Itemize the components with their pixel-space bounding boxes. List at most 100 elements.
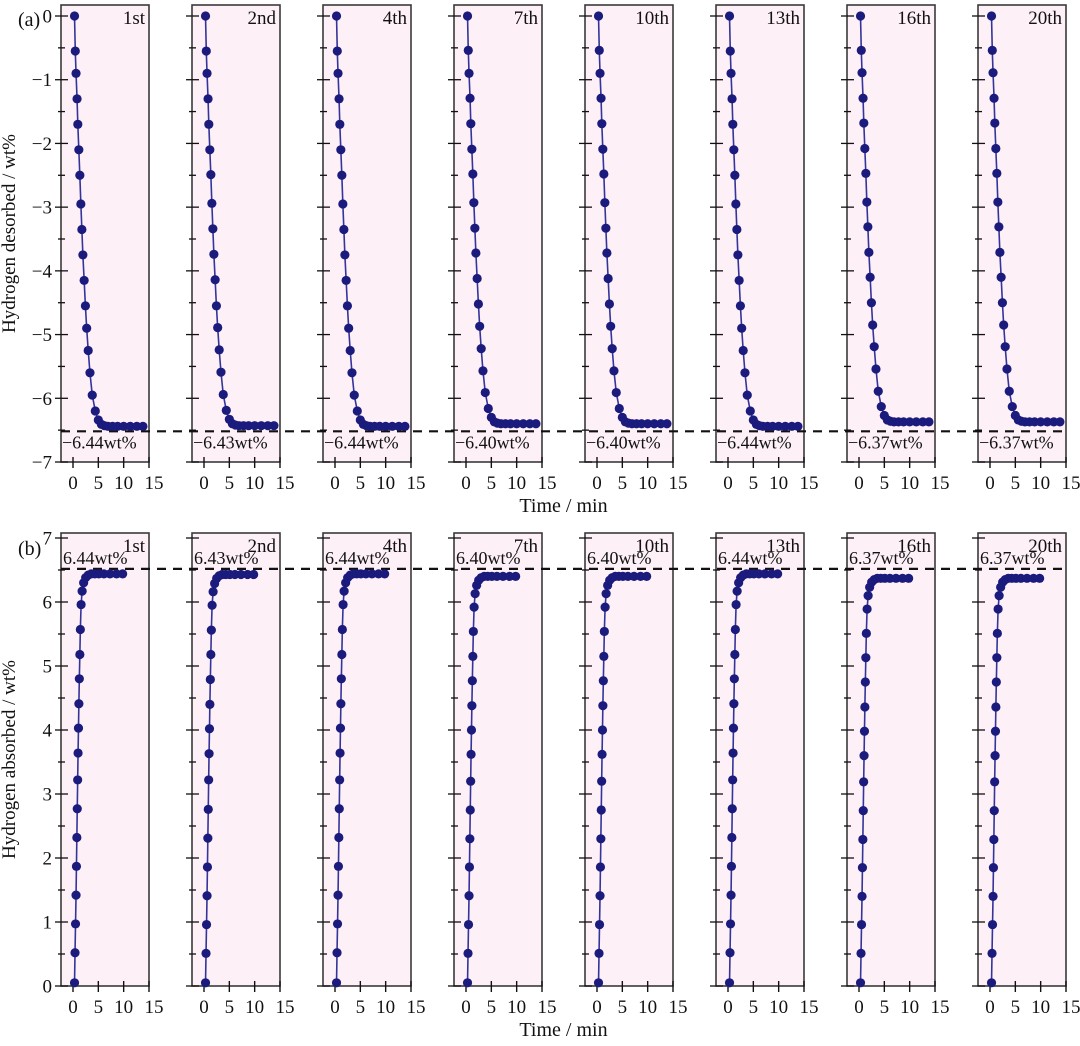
data-point <box>471 248 481 258</box>
data-point <box>464 68 474 78</box>
data-point <box>1002 364 1012 374</box>
data-point <box>70 948 80 958</box>
x-tick-label: 10 <box>900 473 919 494</box>
data-point <box>858 93 868 103</box>
data-point <box>250 421 260 431</box>
data-point <box>1000 342 1010 352</box>
x-tick-label: 0 <box>723 473 733 494</box>
data-point <box>599 651 609 661</box>
y-tick-label: 7 <box>43 529 53 550</box>
data-point <box>607 343 617 354</box>
data-point <box>999 320 1009 330</box>
x-tick-label: 5 <box>618 473 628 494</box>
capacity-annotation: 6.44wt% <box>718 548 783 568</box>
data-point <box>740 368 750 378</box>
x-tick-label: 5 <box>94 473 104 494</box>
data-series-points <box>69 11 148 431</box>
data-point <box>480 387 490 398</box>
data-point <box>205 674 215 685</box>
data-point <box>595 891 605 901</box>
data-point <box>464 891 474 901</box>
data-point <box>341 275 351 286</box>
data-point <box>860 143 870 154</box>
data-point <box>465 805 475 815</box>
data-point <box>79 275 89 286</box>
data-point <box>468 651 478 661</box>
data-point <box>352 406 362 416</box>
data-point <box>518 419 528 429</box>
data-point <box>737 323 747 333</box>
data-point <box>73 775 83 785</box>
data-point <box>204 775 214 785</box>
data-point <box>332 948 342 958</box>
data-point <box>859 726 870 736</box>
desorption-row-chart: 0 5 10 150−1−2−3−4−5−6−70 5 10 15 0 5 10 15 0 5 10 15 0… <box>0 4 1080 517</box>
cycle-label: 16th <box>897 8 931 29</box>
data-point <box>125 421 135 431</box>
data-point <box>332 919 343 929</box>
data-point <box>333 890 343 900</box>
data-point <box>594 948 604 958</box>
x-tick-label: 10 <box>1031 473 1050 494</box>
data-point <box>73 748 83 758</box>
data-point <box>597 725 608 735</box>
data-point <box>629 571 639 581</box>
data-point <box>75 624 85 635</box>
data-point <box>599 626 609 637</box>
data-point <box>595 68 605 78</box>
data-point <box>859 118 869 128</box>
x-tick-label: 0 <box>854 473 864 494</box>
capacity-annotation: −6.43wt% <box>193 432 268 452</box>
data-point <box>662 419 672 429</box>
x-tick-label: 0 <box>985 997 995 1018</box>
data-point <box>780 421 790 431</box>
data-point <box>598 676 608 686</box>
data-point <box>602 248 612 258</box>
y-tick-label: 1 <box>43 913 53 934</box>
data-point <box>866 298 877 308</box>
x-tick-label: 0 <box>68 997 78 1018</box>
data-point <box>72 94 82 104</box>
data-point <box>858 834 868 845</box>
data-point <box>339 586 349 596</box>
data-point <box>860 677 870 687</box>
data-point <box>598 701 608 711</box>
y-tick-label: 4 <box>43 721 53 742</box>
x-tick-label: 0 <box>330 473 340 494</box>
data-point <box>119 421 129 431</box>
data-point <box>367 569 377 579</box>
data-point <box>206 649 216 660</box>
data-point <box>203 804 213 814</box>
data-point <box>911 417 921 427</box>
x-tick-label: 15 <box>538 997 557 1018</box>
data-point <box>596 834 606 844</box>
x-tick-label: 10 <box>769 997 788 1018</box>
y-tick-label: 6 <box>43 593 53 614</box>
data-point <box>988 891 998 901</box>
x-tick-label: 0 <box>592 997 602 1018</box>
data-point <box>732 586 742 596</box>
data-point <box>204 119 214 129</box>
data-point <box>472 273 482 284</box>
data-point <box>82 323 92 333</box>
data-point <box>726 68 736 78</box>
x-tick-label: 0 <box>592 473 602 494</box>
data-point <box>596 805 606 815</box>
data-point <box>214 345 224 355</box>
x-tick-label: 15 <box>407 997 426 1018</box>
data-point <box>727 832 737 843</box>
panel-frame <box>715 532 805 987</box>
x-tick-label: 10 <box>507 473 526 494</box>
data-point <box>1035 573 1045 583</box>
data-point <box>601 223 611 233</box>
data-point <box>738 345 748 356</box>
data-point <box>593 978 604 988</box>
data-point <box>337 624 347 635</box>
data-point <box>73 723 84 733</box>
data-point <box>863 222 873 232</box>
data-point <box>861 653 871 663</box>
data-point <box>70 46 80 56</box>
data-point <box>468 626 478 637</box>
x-tick-label: 15 <box>669 997 688 1018</box>
